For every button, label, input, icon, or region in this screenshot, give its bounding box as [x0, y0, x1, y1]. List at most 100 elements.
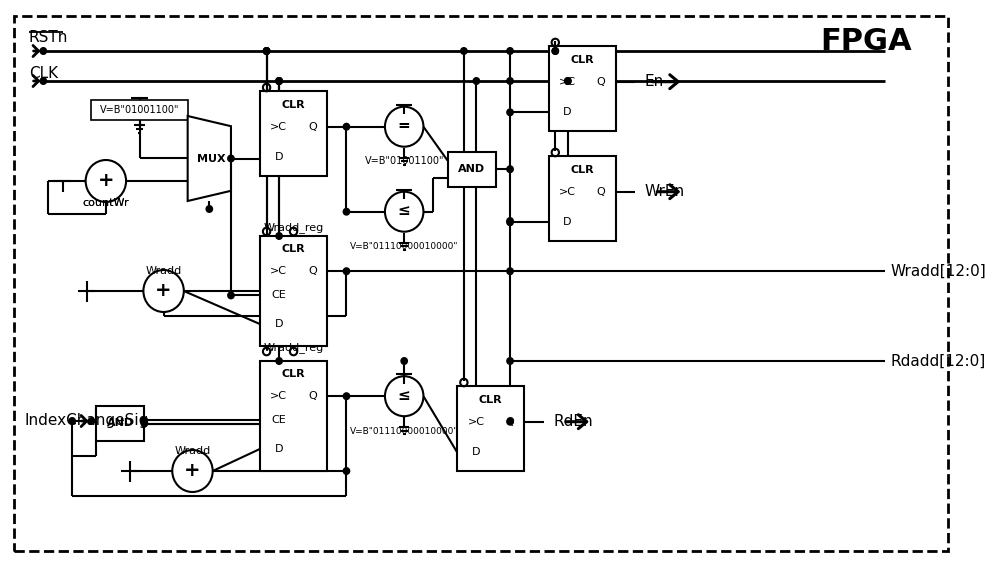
Circle shape	[473, 78, 480, 84]
Circle shape	[461, 48, 467, 54]
Text: Q: Q	[308, 122, 317, 132]
Circle shape	[565, 78, 571, 84]
Text: >C: >C	[270, 266, 287, 276]
Text: CLR: CLR	[282, 244, 305, 254]
Text: Rdadd[12:0]: Rdadd[12:0]	[890, 354, 985, 368]
FancyBboxPatch shape	[448, 152, 496, 187]
Circle shape	[263, 48, 270, 54]
Text: V=B"01110000010000": V=B"01110000010000"	[350, 427, 458, 436]
Circle shape	[401, 358, 407, 365]
Circle shape	[141, 417, 148, 424]
FancyBboxPatch shape	[457, 386, 524, 471]
Text: RSTn: RSTn	[29, 31, 68, 45]
Circle shape	[507, 219, 513, 226]
Text: Q: Q	[597, 187, 605, 197]
Text: CLR: CLR	[282, 100, 305, 110]
Circle shape	[276, 233, 282, 239]
FancyBboxPatch shape	[96, 406, 144, 441]
Text: RdEn: RdEn	[553, 414, 593, 429]
Circle shape	[565, 78, 571, 84]
Circle shape	[343, 208, 350, 215]
Circle shape	[507, 48, 513, 54]
Text: Wradd: Wradd	[174, 446, 211, 456]
Circle shape	[172, 450, 213, 492]
Text: En: En	[645, 74, 664, 89]
Text: V=B"01001100": V=B"01001100"	[100, 105, 179, 115]
Circle shape	[385, 192, 423, 231]
Text: WrEn: WrEn	[645, 184, 685, 199]
Text: CLR: CLR	[570, 165, 594, 175]
Circle shape	[507, 418, 513, 425]
Circle shape	[263, 48, 270, 54]
Text: Wradd[12:0]: Wradd[12:0]	[890, 264, 986, 278]
FancyBboxPatch shape	[549, 46, 616, 131]
Text: Wradd_reg: Wradd_reg	[263, 342, 324, 353]
Circle shape	[228, 155, 234, 162]
Text: MUX: MUX	[197, 153, 226, 164]
Circle shape	[40, 78, 46, 84]
Circle shape	[507, 78, 513, 84]
Text: >C: >C	[559, 77, 576, 87]
Circle shape	[88, 418, 95, 424]
Text: Q: Q	[597, 77, 605, 87]
Text: AND: AND	[458, 164, 485, 174]
Text: V=B"01001100": V=B"01001100"	[364, 156, 444, 166]
FancyBboxPatch shape	[14, 16, 948, 551]
Text: D: D	[563, 217, 572, 228]
Circle shape	[276, 358, 282, 365]
Text: Q: Q	[308, 391, 317, 401]
Text: IndexChangeSig: IndexChangeSig	[24, 414, 148, 428]
Text: +: +	[155, 281, 172, 301]
Circle shape	[343, 268, 350, 275]
Circle shape	[552, 48, 558, 54]
Text: CLR: CLR	[479, 396, 503, 405]
FancyBboxPatch shape	[549, 156, 616, 241]
FancyBboxPatch shape	[260, 91, 327, 176]
Text: CLR: CLR	[282, 369, 305, 379]
Text: Q: Q	[308, 266, 317, 276]
Circle shape	[343, 123, 350, 130]
Circle shape	[552, 48, 558, 54]
FancyBboxPatch shape	[91, 100, 188, 120]
Text: D: D	[274, 444, 283, 454]
Text: +: +	[98, 171, 114, 191]
Text: V=B"01110000010000": V=B"01110000010000"	[350, 242, 458, 251]
Circle shape	[276, 78, 282, 84]
Circle shape	[507, 218, 513, 224]
Text: >C: >C	[467, 417, 484, 427]
Circle shape	[40, 48, 46, 54]
Circle shape	[507, 358, 513, 365]
Text: CLR: CLR	[570, 55, 594, 66]
Circle shape	[343, 468, 350, 474]
Circle shape	[385, 107, 423, 147]
Text: countWr: countWr	[83, 198, 129, 208]
Text: =: =	[398, 118, 411, 132]
Circle shape	[69, 418, 75, 424]
Text: >C: >C	[270, 391, 287, 401]
Circle shape	[143, 270, 184, 312]
Text: countWr: countWr	[83, 198, 129, 208]
Text: ≤: ≤	[398, 203, 411, 218]
Text: Q: Q	[505, 417, 514, 427]
Text: D: D	[472, 447, 480, 457]
Circle shape	[276, 78, 282, 84]
Circle shape	[86, 160, 126, 202]
Circle shape	[141, 420, 148, 427]
Text: Wradd: Wradd	[145, 266, 182, 276]
Text: CLK: CLK	[29, 66, 58, 80]
Text: FPGA: FPGA	[820, 27, 912, 55]
FancyBboxPatch shape	[260, 361, 327, 471]
Circle shape	[263, 48, 270, 54]
Circle shape	[507, 268, 513, 275]
Circle shape	[206, 205, 212, 212]
Text: CE: CE	[271, 290, 286, 301]
Text: D: D	[563, 108, 572, 117]
Text: D: D	[274, 152, 283, 162]
Text: ≤: ≤	[398, 388, 411, 402]
Polygon shape	[188, 116, 231, 201]
Text: >C: >C	[559, 187, 576, 197]
Circle shape	[276, 78, 282, 84]
Circle shape	[507, 166, 513, 173]
Text: +: +	[184, 461, 201, 481]
Circle shape	[228, 292, 234, 299]
